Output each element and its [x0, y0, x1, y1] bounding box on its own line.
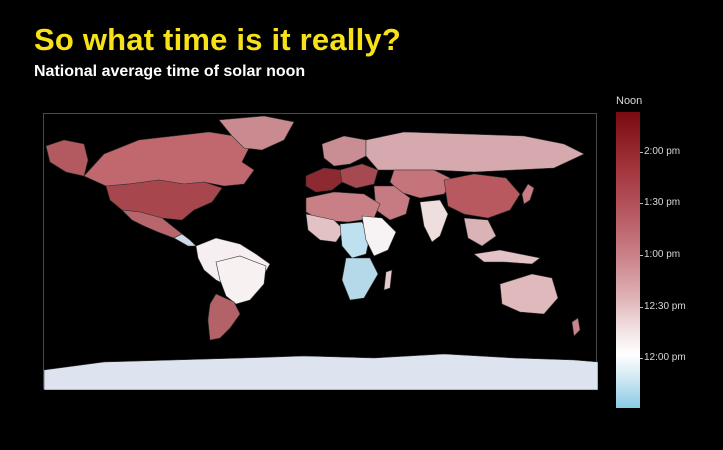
region-indonesia[interactable]: [474, 250, 540, 264]
world-map[interactable]: [43, 113, 597, 389]
region-new-zealand[interactable]: [572, 318, 580, 336]
world-map-svg: [44, 114, 598, 390]
colorbar: [616, 112, 640, 408]
colorbar-tick: 1:00 pm: [644, 249, 680, 260]
colorbar-tick: 12:30 pm: [644, 301, 686, 312]
region-australia[interactable]: [500, 274, 558, 314]
region-southern-africa[interactable]: [342, 258, 378, 300]
region-russia[interactable]: [366, 132, 584, 172]
region-brazil[interactable]: [216, 256, 266, 304]
colorbar-tick: 2:00 pm: [644, 146, 680, 157]
region-india[interactable]: [420, 200, 448, 242]
region-antarctica[interactable]: [44, 354, 598, 390]
region-madagascar[interactable]: [384, 270, 392, 290]
region-usa[interactable]: [106, 180, 222, 220]
chart-subtitle: National average time of solar noon: [34, 63, 305, 81]
colorbar-tick: 12:00 pm: [644, 352, 686, 363]
region-alaska[interactable]: [46, 140, 88, 176]
region-canada[interactable]: [84, 132, 254, 186]
region-western-europe[interactable]: [306, 168, 342, 192]
colorbar-tick: 1:30 pm: [644, 197, 680, 208]
chart-title: So what time is it really?: [34, 22, 401, 58]
region-southeast-asia[interactable]: [464, 218, 496, 246]
region-japan[interactable]: [522, 184, 534, 204]
colorbar-title: Noon: [616, 95, 642, 107]
region-eastern-europe[interactable]: [340, 164, 378, 188]
region-china[interactable]: [444, 174, 520, 218]
region-northern-europe[interactable]: [322, 136, 366, 166]
